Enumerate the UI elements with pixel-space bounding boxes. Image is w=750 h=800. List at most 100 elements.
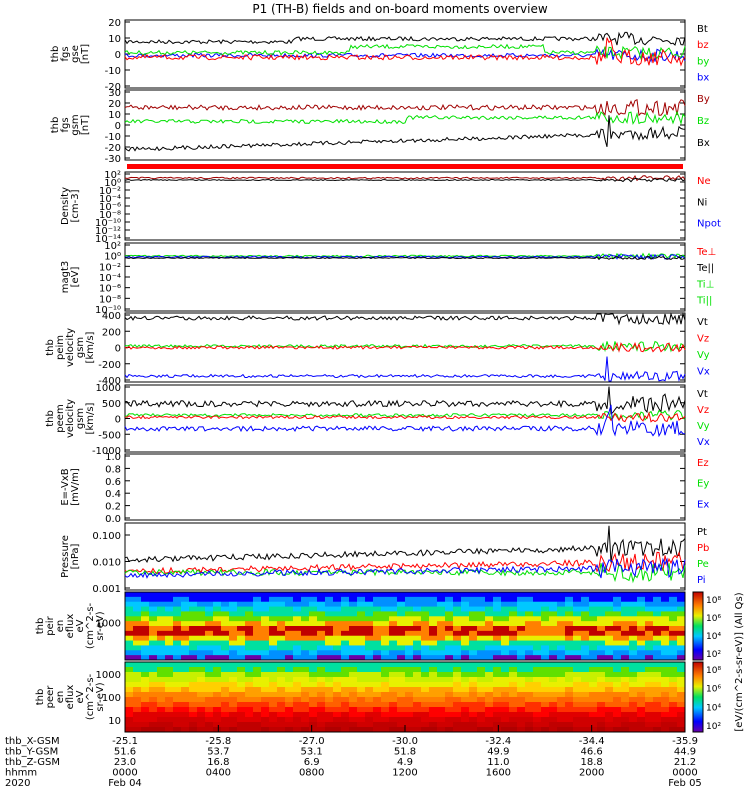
spectrogram-cell (597, 727, 606, 733)
spectrogram-cell (325, 611, 334, 617)
spectrogram-cell (517, 667, 526, 673)
spectrogram-cell (613, 626, 622, 632)
y-tick-label: -30 (105, 154, 121, 165)
spectrogram-cell (173, 712, 182, 718)
spectrogram-cell (493, 672, 502, 678)
legend-entry: Vt (697, 389, 708, 400)
spectrogram-cell (645, 717, 654, 723)
spectrogram-cell (445, 596, 454, 603)
spectrogram-cell (509, 662, 518, 668)
spectrogram-cell (277, 722, 286, 728)
spectrogram-cell (677, 640, 686, 646)
spectrogram-cell (141, 626, 150, 632)
spectrogram-cell (445, 672, 454, 678)
spectrogram-cell (269, 702, 278, 708)
spectrogram-cell (397, 626, 406, 632)
spectrogram-cell (485, 682, 494, 688)
legend-entry: Bt (697, 24, 708, 35)
spectrogram-cell (341, 672, 350, 678)
spectrogram-cell (573, 692, 582, 698)
spectrogram-cell (325, 592, 334, 598)
spectrogram-cell (133, 662, 142, 668)
spectrogram-cell (237, 672, 246, 678)
spectrogram-cell (205, 672, 214, 678)
spectrogram-cell (437, 662, 446, 668)
y-tick-label: -400 (98, 376, 121, 387)
spectrogram-cell (581, 702, 590, 708)
spectrogram-cell (461, 707, 470, 713)
spectrogram-cell (589, 650, 598, 656)
spectrogram-cell (597, 692, 606, 698)
spectrogram-cell (237, 712, 246, 718)
spectrogram-cell (261, 616, 270, 622)
spectrogram-cell (557, 727, 566, 733)
spectrogram-cell (149, 727, 158, 733)
spectrogram-cell (157, 626, 166, 632)
spectrogram-cell (133, 677, 142, 683)
panel-frame (124, 89, 686, 161)
spectrogram-cell (269, 640, 278, 646)
spectrogram-cell (557, 621, 566, 627)
spectrogram-cell (389, 596, 398, 603)
spectrogram-cell (589, 707, 598, 713)
spectrogram-cell (277, 655, 286, 661)
spectrogram-cell (477, 645, 486, 651)
spectrogram-cell (501, 692, 510, 698)
spectrogram-cell (341, 717, 350, 723)
spectrogram-cell (285, 601, 294, 608)
spectrogram-cell (485, 592, 494, 598)
y-tick-label: 400 (102, 311, 121, 322)
spectrogram-cell (309, 707, 318, 713)
y-tick-label: 10² (104, 170, 121, 181)
y-axis-label: en (55, 691, 66, 704)
spectrogram-cell (373, 697, 382, 703)
y-axis-label: gsm (70, 114, 81, 135)
spectrogram-cell (149, 722, 158, 728)
spectrogram-cell (125, 722, 134, 728)
y-tick-label: 10² (104, 241, 121, 252)
y-axis-label: [km/s] (85, 331, 96, 363)
spectrogram-cell (645, 722, 654, 728)
spectrogram-cell (437, 601, 446, 608)
spectrogram-cell (349, 592, 358, 598)
spectrogram-cell (373, 707, 382, 713)
spectrogram-cell (325, 626, 334, 632)
spectrogram-cell (245, 596, 254, 603)
spectrogram-cell (605, 727, 614, 733)
legend-entry: bz (697, 40, 709, 51)
spectrogram-cell (349, 672, 358, 678)
spectrogram-cell (677, 655, 686, 661)
spectrogram-cell (477, 707, 486, 713)
spectrogram-cell (213, 672, 222, 678)
spectrogram-cell (173, 621, 182, 627)
spectrogram-cell (157, 601, 166, 608)
spectrogram-cell (381, 626, 390, 632)
colorbar-label: [eV/(cm^2-s-sr-eV)] (All Qs) (734, 592, 745, 731)
spectrogram-cell (629, 712, 638, 718)
spectrogram-cell (469, 596, 478, 603)
spectrogram-cell (413, 596, 422, 603)
spectrogram-cell (189, 640, 198, 646)
spectrogram-cell (221, 687, 230, 693)
series-ne (124, 174, 686, 182)
spectrogram-cell (477, 655, 486, 661)
spectrogram-cell (237, 611, 246, 617)
spectrogram-cell (605, 606, 614, 612)
spectrogram-cell (493, 635, 502, 642)
spectrogram-cell (613, 697, 622, 703)
spectrogram-cell (461, 667, 470, 673)
spectrogram-cell (501, 596, 510, 603)
spectrogram-cell (165, 677, 174, 683)
spectrogram-cell (237, 722, 246, 728)
spectrogram-cell (285, 635, 294, 642)
spectrogram-cell (237, 640, 246, 646)
spectrogram-cell (509, 717, 518, 723)
spectrogram-cell (309, 667, 318, 673)
spectrogram-cell (453, 677, 462, 683)
spectrogram-cell (405, 682, 414, 688)
spectrogram-cell (341, 712, 350, 718)
spectrogram-cell (309, 677, 318, 683)
spectrogram-cell (389, 601, 398, 608)
spectrogram-cell (565, 702, 574, 708)
spectrogram-cell (669, 707, 678, 713)
